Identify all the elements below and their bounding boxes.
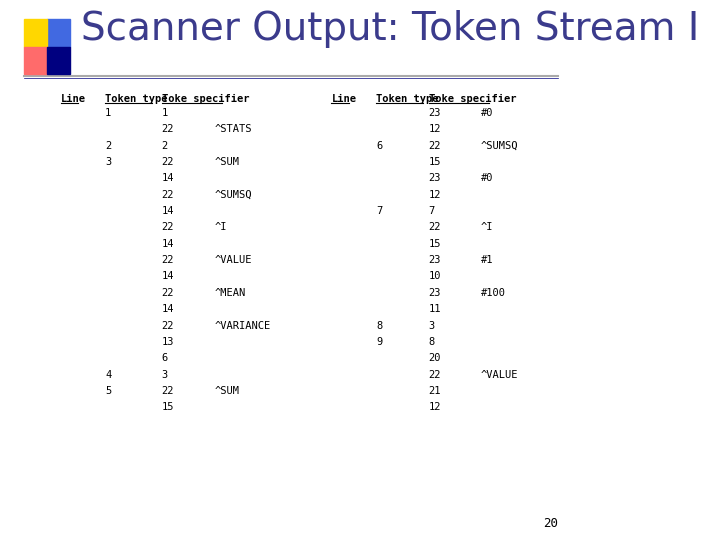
Bar [47, 46, 70, 75]
Text: Toke specifier: Toke specifier [162, 94, 249, 104]
Text: ^VALUE: ^VALUE [215, 255, 252, 265]
Text: Toke specifier: Toke specifier [428, 94, 516, 104]
Text: 14: 14 [162, 206, 174, 216]
Text: 15: 15 [428, 157, 441, 167]
Text: 22: 22 [162, 190, 174, 200]
Text: 15: 15 [428, 239, 441, 249]
Text: 8: 8 [428, 337, 435, 347]
Text: 8: 8 [376, 321, 382, 330]
Text: 14: 14 [162, 304, 174, 314]
Text: 22: 22 [162, 288, 174, 298]
Text: 6: 6 [162, 353, 168, 363]
Text: 7: 7 [376, 206, 382, 216]
Text: #1: #1 [481, 255, 494, 265]
Text: 7: 7 [428, 206, 435, 216]
Text: ^MEAN: ^MEAN [215, 288, 246, 298]
Text: ^VARIANCE: ^VARIANCE [215, 321, 271, 330]
Text: 22: 22 [162, 386, 174, 396]
Text: ^SUM: ^SUM [215, 157, 239, 167]
Text: 22: 22 [428, 140, 441, 151]
Text: Token type: Token type [376, 94, 438, 104]
Text: #0: #0 [481, 173, 494, 184]
Text: #100: #100 [481, 288, 506, 298]
Text: 22: 22 [162, 255, 174, 265]
Text: 3: 3 [105, 157, 112, 167]
Text: 6: 6 [376, 140, 382, 151]
Text: ^SUM: ^SUM [215, 386, 239, 396]
Text: 3: 3 [162, 369, 168, 380]
Text: 22: 22 [428, 369, 441, 380]
Text: 22: 22 [162, 321, 174, 330]
Text: Token type: Token type [105, 94, 168, 104]
Text: 14: 14 [162, 239, 174, 249]
Text: 23: 23 [428, 288, 441, 298]
Text: ^VALUE: ^VALUE [481, 369, 518, 380]
Text: ^I: ^I [215, 222, 227, 232]
Text: 1: 1 [162, 108, 168, 118]
Text: 22: 22 [428, 222, 441, 232]
Text: 2: 2 [162, 140, 168, 151]
Text: Line: Line [60, 94, 86, 104]
Text: Scanner Output: Token Stream I: Scanner Output: Token Stream I [81, 10, 699, 48]
Text: 14: 14 [162, 173, 174, 184]
Text: 15: 15 [162, 402, 174, 412]
Text: 12: 12 [428, 402, 441, 412]
Text: 23: 23 [428, 255, 441, 265]
Text: 14: 14 [162, 272, 174, 281]
Text: 11: 11 [428, 304, 441, 314]
Text: 22: 22 [162, 124, 174, 134]
Text: 12: 12 [428, 124, 441, 134]
Text: 5: 5 [105, 386, 112, 396]
Text: ^SUMSQ: ^SUMSQ [481, 140, 518, 151]
Text: 23: 23 [428, 173, 441, 184]
Text: ^STATS: ^STATS [215, 124, 252, 134]
Text: 1: 1 [105, 108, 112, 118]
Text: 3: 3 [428, 321, 435, 330]
Text: 22: 22 [162, 157, 174, 167]
Text: 4: 4 [105, 369, 112, 380]
Text: 10: 10 [428, 272, 441, 281]
Text: 21: 21 [428, 386, 441, 396]
Text: ^I: ^I [481, 222, 494, 232]
Text: 20: 20 [543, 517, 558, 530]
Text: 9: 9 [376, 337, 382, 347]
Bar [47, 19, 70, 46]
Text: 20: 20 [428, 353, 441, 363]
Text: #0: #0 [481, 108, 494, 118]
Text: 2: 2 [105, 140, 112, 151]
Text: ^SUMSQ: ^SUMSQ [215, 190, 252, 200]
Text: Line: Line [331, 94, 356, 104]
Text: 23: 23 [428, 108, 441, 118]
Text: 12: 12 [428, 190, 441, 200]
Text: 13: 13 [162, 337, 174, 347]
Bar [24, 46, 47, 75]
Bar [24, 19, 47, 46]
Text: 22: 22 [162, 222, 174, 232]
